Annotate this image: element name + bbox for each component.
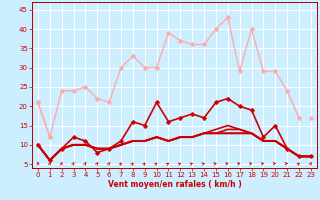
X-axis label: Vent moyen/en rafales ( km/h ): Vent moyen/en rafales ( km/h ) (108, 180, 241, 189)
